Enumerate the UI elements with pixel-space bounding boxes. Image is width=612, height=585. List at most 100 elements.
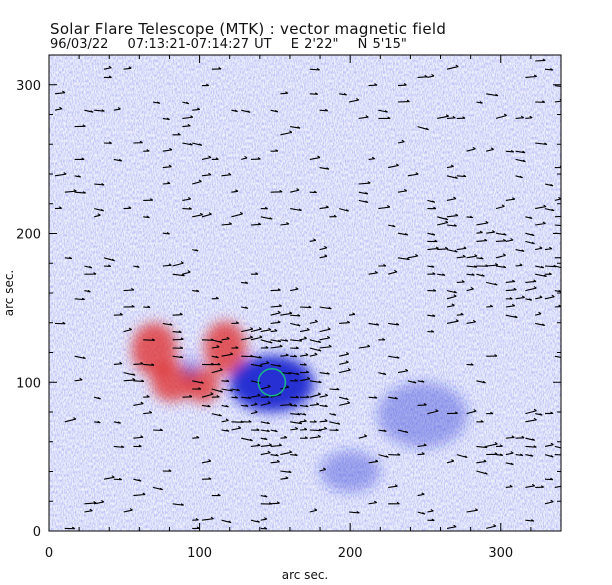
field-vector-head <box>218 413 222 417</box>
field-vector-head <box>561 484 564 486</box>
field-vector-head <box>531 519 535 522</box>
field-vector <box>417 493 425 497</box>
negative-polarity-region <box>229 355 315 412</box>
field-vector-head <box>432 200 436 203</box>
field-vector-head <box>187 197 192 200</box>
field-vector-head <box>177 132 181 136</box>
field-vector-head <box>228 520 232 524</box>
field-vector-head <box>62 90 66 94</box>
field-vector-head <box>474 508 478 511</box>
field-vector <box>231 190 238 193</box>
field-vector-head <box>415 254 419 257</box>
field-vector <box>486 148 494 152</box>
field-vector <box>260 452 271 456</box>
field-vector-head <box>297 323 301 327</box>
field-vector-head <box>71 526 76 530</box>
field-vector <box>544 248 552 251</box>
field-vector-head <box>509 296 513 300</box>
field-vector <box>505 198 515 201</box>
field-vector-head <box>405 430 409 434</box>
field-vector-head <box>268 443 272 446</box>
field-vector-head <box>318 380 322 384</box>
field-vector <box>319 167 330 170</box>
field-vector-head <box>563 256 566 258</box>
field-vector-head <box>541 323 546 326</box>
field-vector-head <box>207 404 211 408</box>
field-vector-head <box>387 116 391 119</box>
field-vector-head <box>563 357 566 359</box>
field-vector-head <box>421 380 425 383</box>
field-vector-head <box>522 159 526 163</box>
field-vector <box>388 322 399 326</box>
y-tick-label: 100 <box>16 376 41 391</box>
field-vector-head <box>295 426 299 430</box>
field-vector-head <box>464 455 468 458</box>
field-vector-head <box>258 355 262 359</box>
field-vector <box>554 85 561 87</box>
field-vector <box>525 287 537 292</box>
field-vector-head <box>245 404 249 407</box>
field-vector <box>290 288 299 292</box>
field-vector-head <box>277 310 281 314</box>
field-vector <box>290 421 302 425</box>
field-vector <box>525 75 537 78</box>
field-vector-head <box>236 388 240 392</box>
field-vector <box>515 117 524 119</box>
field-vector-head <box>119 312 123 316</box>
field-vector <box>535 59 546 62</box>
field-vector <box>84 510 93 513</box>
field-vector-head <box>313 420 317 423</box>
field-vector-head <box>132 377 136 381</box>
field-vector <box>113 445 124 448</box>
field-vector-head <box>480 419 484 423</box>
field-vector-head <box>444 246 449 250</box>
field-vector-head <box>423 443 427 446</box>
field-vector <box>397 84 407 87</box>
field-vector-head <box>248 396 252 399</box>
field-vector-head <box>169 147 173 151</box>
field-vector-head <box>298 208 302 211</box>
field-vector-head <box>374 83 378 86</box>
field-vector <box>427 247 439 251</box>
field-vector-head <box>336 387 340 391</box>
field-vector-head <box>519 175 523 179</box>
field-vector-head <box>396 356 400 359</box>
field-vector <box>192 108 200 111</box>
field-vector <box>339 402 350 406</box>
field-vector-head <box>365 192 369 195</box>
field-vector-head <box>480 256 484 260</box>
field-vector-head <box>314 92 319 95</box>
field-vector-head <box>383 264 387 267</box>
field-vector <box>182 271 191 275</box>
field-vector-head <box>384 110 388 113</box>
field-vector-head <box>150 198 154 201</box>
field-vector <box>486 264 498 267</box>
field-vector-head <box>462 116 466 119</box>
field-vector <box>270 339 281 343</box>
field-vector <box>388 485 398 488</box>
field-vector <box>260 362 270 365</box>
field-vector-head <box>484 472 488 475</box>
field-vector-head <box>100 208 104 212</box>
field-vector <box>368 502 377 505</box>
field-vector-head <box>403 83 407 86</box>
field-vector-head <box>131 304 135 308</box>
field-vector <box>270 330 278 333</box>
field-vector-head <box>101 109 105 112</box>
field-vector <box>270 502 280 505</box>
field-vector-head <box>288 450 293 453</box>
field-vector <box>94 214 101 218</box>
field-vector-head <box>79 377 83 381</box>
field-vector <box>172 355 184 359</box>
field-vector-head <box>149 410 153 414</box>
field-vector <box>290 314 301 317</box>
field-vector <box>270 321 281 324</box>
field-vector <box>182 208 192 210</box>
field-vector-head <box>345 209 349 212</box>
field-vector-head <box>284 435 288 439</box>
field-vector <box>554 445 561 449</box>
field-vector <box>221 419 229 423</box>
field-vector-head <box>511 303 516 307</box>
field-vector <box>339 353 349 357</box>
field-vector <box>172 331 182 333</box>
